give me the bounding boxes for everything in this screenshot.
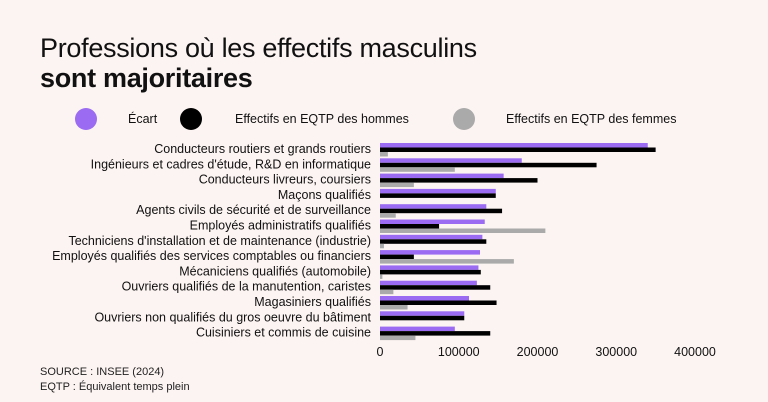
- bar-hommes-6: [380, 239, 487, 244]
- bar-hommes-9: [380, 285, 491, 290]
- bar-ecart-1: [380, 158, 522, 163]
- category-label-7: Employés qualifiés des services comptabl…: [52, 249, 371, 263]
- bar-hommes-1: [380, 162, 597, 168]
- source-note: SOURCE : INSEE (2024): [40, 366, 165, 378]
- x-tick-label-1: 100000: [438, 345, 480, 359]
- category-label-3: Maçons qualifiés: [278, 188, 371, 202]
- x-ticks-group: 0 100000 200000 300000 400000: [377, 345, 716, 359]
- chart-title-line1: Professions où les effectifs masculins: [40, 33, 477, 63]
- bar-ecart-8: [380, 265, 479, 270]
- bar-femmes-6: [380, 243, 384, 249]
- bar-hommes-7: [380, 254, 414, 260]
- bar-ecart-12: [380, 326, 455, 332]
- bar-hommes-3: [380, 193, 496, 198]
- x-tick-label-2: 200000: [517, 345, 559, 359]
- category-label-11: Ouvriers non qualifiés du gros oeuvre du…: [94, 310, 371, 324]
- legend-label-hommes: Effectifs en EQTP des hommes: [235, 112, 409, 126]
- bar-hommes-12: [380, 331, 491, 336]
- bar-femmes-5: [380, 228, 546, 233]
- chart-title-line2: sont majoritaires: [40, 63, 253, 93]
- bar-femmes-7: [380, 259, 514, 264]
- bar-hommes-11: [380, 315, 465, 321]
- category-label-8: Mécaniciens qualifiés (automobile): [179, 264, 371, 278]
- category-label-1: Ingénieurs et cadres d'étude, R&D en inf…: [91, 157, 371, 171]
- category-label-0: Conducteurs routiers et grands routiers: [154, 142, 371, 156]
- bar-ecart-0: [380, 143, 648, 148]
- bar-hommes-4: [380, 208, 503, 214]
- bar-ecart-7: [380, 250, 481, 255]
- bar-femmes-9: [380, 289, 394, 295]
- x-tick-label-3: 300000: [595, 345, 637, 359]
- bar-ecart-11: [380, 311, 465, 316]
- eqtp-note: EQTP : Équivalent temps plein: [40, 381, 190, 393]
- category-label-9: Ouvriers qualifiés de la manutention, ca…: [122, 280, 371, 294]
- bar-femmes-12: [380, 335, 416, 341]
- category-label-5: Employés administratifs qualifiés: [190, 219, 371, 233]
- legend-dot-hommes-icon: [180, 108, 202, 130]
- bar-ecart-2: [380, 173, 504, 179]
- category-label-12: Cuisiniers et commis de cuisine: [196, 326, 371, 340]
- category-label-4: Agents civils de sécurité et de surveill…: [136, 203, 371, 217]
- x-tick-label-0: 0: [377, 345, 384, 359]
- category-labels-group: Conducteurs routiers et grands routiersI…: [52, 142, 371, 340]
- bars-group: [380, 143, 656, 341]
- bar-ecart-4: [380, 204, 487, 209]
- legend-label-ecart: Écart: [128, 112, 158, 126]
- bar-femmes-8: [380, 274, 383, 279]
- legend-label-femmes: Effectifs en EQTP des femmes: [506, 112, 677, 126]
- bar-femmes-0: [380, 152, 388, 157]
- bar-ecart-3: [380, 188, 496, 194]
- category-label-6: Techniciens d'installation et de mainten…: [68, 234, 371, 248]
- category-label-2: Conducteurs livreurs, coursiers: [199, 173, 371, 187]
- bar-ecart-10: [380, 296, 469, 301]
- bar-femmes-1: [380, 167, 455, 172]
- bar-ecart-5: [380, 219, 485, 224]
- bar-hommes-2: [380, 178, 538, 183]
- bar-femmes-4: [380, 213, 396, 218]
- bar-femmes-2: [380, 182, 414, 188]
- bar-ecart-6: [380, 234, 483, 240]
- bar-hommes-0: [380, 147, 656, 152]
- category-label-10: Magasiniers qualifiés: [254, 295, 371, 309]
- legend-dot-ecart-icon: [75, 108, 97, 130]
- legend-dot-femmes-icon: [453, 108, 475, 130]
- bar-femmes-10: [380, 305, 408, 310]
- bar-hommes-5: [380, 224, 440, 229]
- bar-ecart-9: [380, 280, 477, 286]
- x-tick-label-4: 400000: [674, 345, 716, 359]
- bar-hommes-8: [380, 269, 481, 275]
- bar-hommes-10: [380, 300, 497, 305]
